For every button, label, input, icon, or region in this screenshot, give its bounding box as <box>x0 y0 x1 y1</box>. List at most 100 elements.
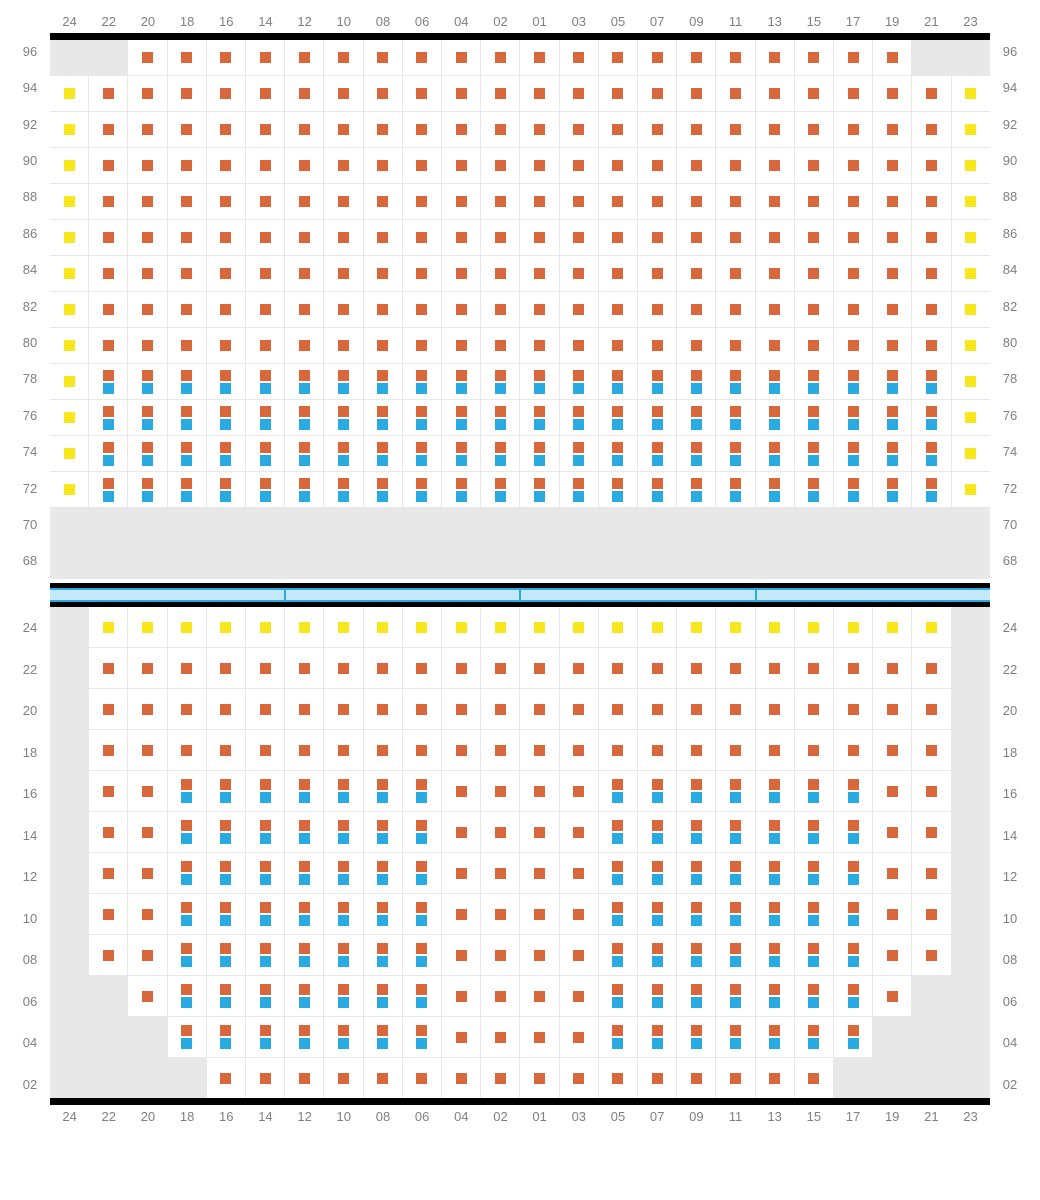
seat-cell[interactable] <box>520 853 559 893</box>
seat-cell[interactable] <box>481 894 520 934</box>
seat-cell[interactable] <box>560 328 599 363</box>
seat-cell[interactable] <box>912 812 951 852</box>
seat-cell[interactable] <box>834 812 873 852</box>
seat-cell[interactable] <box>952 328 990 363</box>
seat-cell[interactable] <box>207 853 246 893</box>
seat-cell[interactable] <box>677 472 716 507</box>
seat-cell[interactable] <box>599 364 638 399</box>
seat-cell[interactable] <box>364 184 403 219</box>
seat-cell[interactable] <box>677 400 716 435</box>
seat-cell[interactable] <box>442 112 481 147</box>
seat-cell[interactable] <box>285 328 324 363</box>
seat-cell[interactable] <box>599 292 638 327</box>
seat-cell[interactable] <box>756 112 795 147</box>
seat-cell[interactable] <box>481 184 520 219</box>
seat-cell[interactable] <box>50 76 89 111</box>
seat-cell[interactable] <box>246 812 285 852</box>
seat-cell[interactable] <box>795 472 834 507</box>
seat-cell[interactable] <box>364 292 403 327</box>
seat-cell[interactable] <box>128 292 167 327</box>
seat-cell[interactable] <box>599 648 638 688</box>
seat-cell[interactable] <box>285 894 324 934</box>
seat-cell[interactable] <box>481 40 520 75</box>
seat-cell[interactable] <box>912 400 951 435</box>
seat-cell[interactable] <box>795 76 834 111</box>
seat-cell[interactable] <box>716 292 755 327</box>
seat-cell[interactable] <box>638 400 677 435</box>
seat-cell[interactable] <box>756 853 795 893</box>
seat-cell[interactable] <box>638 607 677 647</box>
seat-cell[interactable] <box>403 220 442 255</box>
seat-cell[interactable] <box>795 184 834 219</box>
seat-cell[interactable] <box>638 648 677 688</box>
seat-cell[interactable] <box>207 256 246 291</box>
seat-cell[interactable] <box>912 256 951 291</box>
seat-cell[interactable] <box>481 648 520 688</box>
seat-cell[interactable] <box>50 292 89 327</box>
seat-cell[interactable] <box>677 976 716 1016</box>
seat-cell[interactable] <box>834 400 873 435</box>
seat-cell[interactable] <box>834 112 873 147</box>
seat-cell[interactable] <box>246 148 285 183</box>
seat-cell[interactable] <box>599 1058 638 1098</box>
seat-cell[interactable] <box>716 76 755 111</box>
seat-cell[interactable] <box>834 976 873 1016</box>
seat-cell[interactable] <box>795 1017 834 1057</box>
seat-cell[interactable] <box>912 472 951 507</box>
seat-cell[interactable] <box>560 292 599 327</box>
seat-cell[interactable] <box>481 400 520 435</box>
seat-cell[interactable] <box>442 148 481 183</box>
seat-cell[interactable] <box>716 689 755 729</box>
seat-cell[interactable] <box>50 184 89 219</box>
seat-cell[interactable] <box>481 472 520 507</box>
seat-cell[interactable] <box>756 76 795 111</box>
seat-cell[interactable] <box>756 472 795 507</box>
seat-cell[interactable] <box>677 40 716 75</box>
seat-cell[interactable] <box>207 364 246 399</box>
seat-cell[interactable] <box>716 472 755 507</box>
seat-cell[interactable] <box>873 364 912 399</box>
seat-cell[interactable] <box>756 648 795 688</box>
seat-cell[interactable] <box>599 220 638 255</box>
seat-cell[interactable] <box>756 935 795 975</box>
seat-cell[interactable] <box>716 364 755 399</box>
seat-cell[interactable] <box>560 220 599 255</box>
seat-cell[interactable] <box>638 853 677 893</box>
seat-cell[interactable] <box>756 976 795 1016</box>
seat-cell[interactable] <box>834 328 873 363</box>
seat-cell[interactable] <box>207 400 246 435</box>
seat-cell[interactable] <box>403 1058 442 1098</box>
seat-cell[interactable] <box>560 771 599 811</box>
seat-cell[interactable] <box>873 689 912 729</box>
seat-cell[interactable] <box>599 400 638 435</box>
seat-cell[interactable] <box>677 812 716 852</box>
seat-cell[interactable] <box>168 853 207 893</box>
seat-cell[interactable] <box>756 812 795 852</box>
seat-cell[interactable] <box>324 771 363 811</box>
seat-cell[interactable] <box>207 292 246 327</box>
seat-cell[interactable] <box>716 607 755 647</box>
seat-cell[interactable] <box>364 607 403 647</box>
seat-cell[interactable] <box>638 771 677 811</box>
seat-cell[interactable] <box>873 730 912 770</box>
seat-cell[interactable] <box>952 76 990 111</box>
seat-cell[interactable] <box>442 292 481 327</box>
seat-cell[interactable] <box>677 894 716 934</box>
seat-cell[interactable] <box>638 689 677 729</box>
seat-cell[interactable] <box>481 689 520 729</box>
seat-cell[interactable] <box>168 40 207 75</box>
seat-cell[interactable] <box>560 76 599 111</box>
seat-cell[interactable] <box>364 730 403 770</box>
seat-cell[interactable] <box>246 256 285 291</box>
seat-cell[interactable] <box>481 976 520 1016</box>
seat-cell[interactable] <box>677 184 716 219</box>
seat-cell[interactable] <box>952 472 990 507</box>
seat-cell[interactable] <box>89 472 128 507</box>
seat-cell[interactable] <box>207 328 246 363</box>
seat-cell[interactable] <box>324 256 363 291</box>
seat-cell[interactable] <box>285 292 324 327</box>
seat-cell[interactable] <box>677 648 716 688</box>
seat-cell[interactable] <box>873 472 912 507</box>
seat-cell[interactable] <box>285 607 324 647</box>
seat-cell[interactable] <box>756 364 795 399</box>
